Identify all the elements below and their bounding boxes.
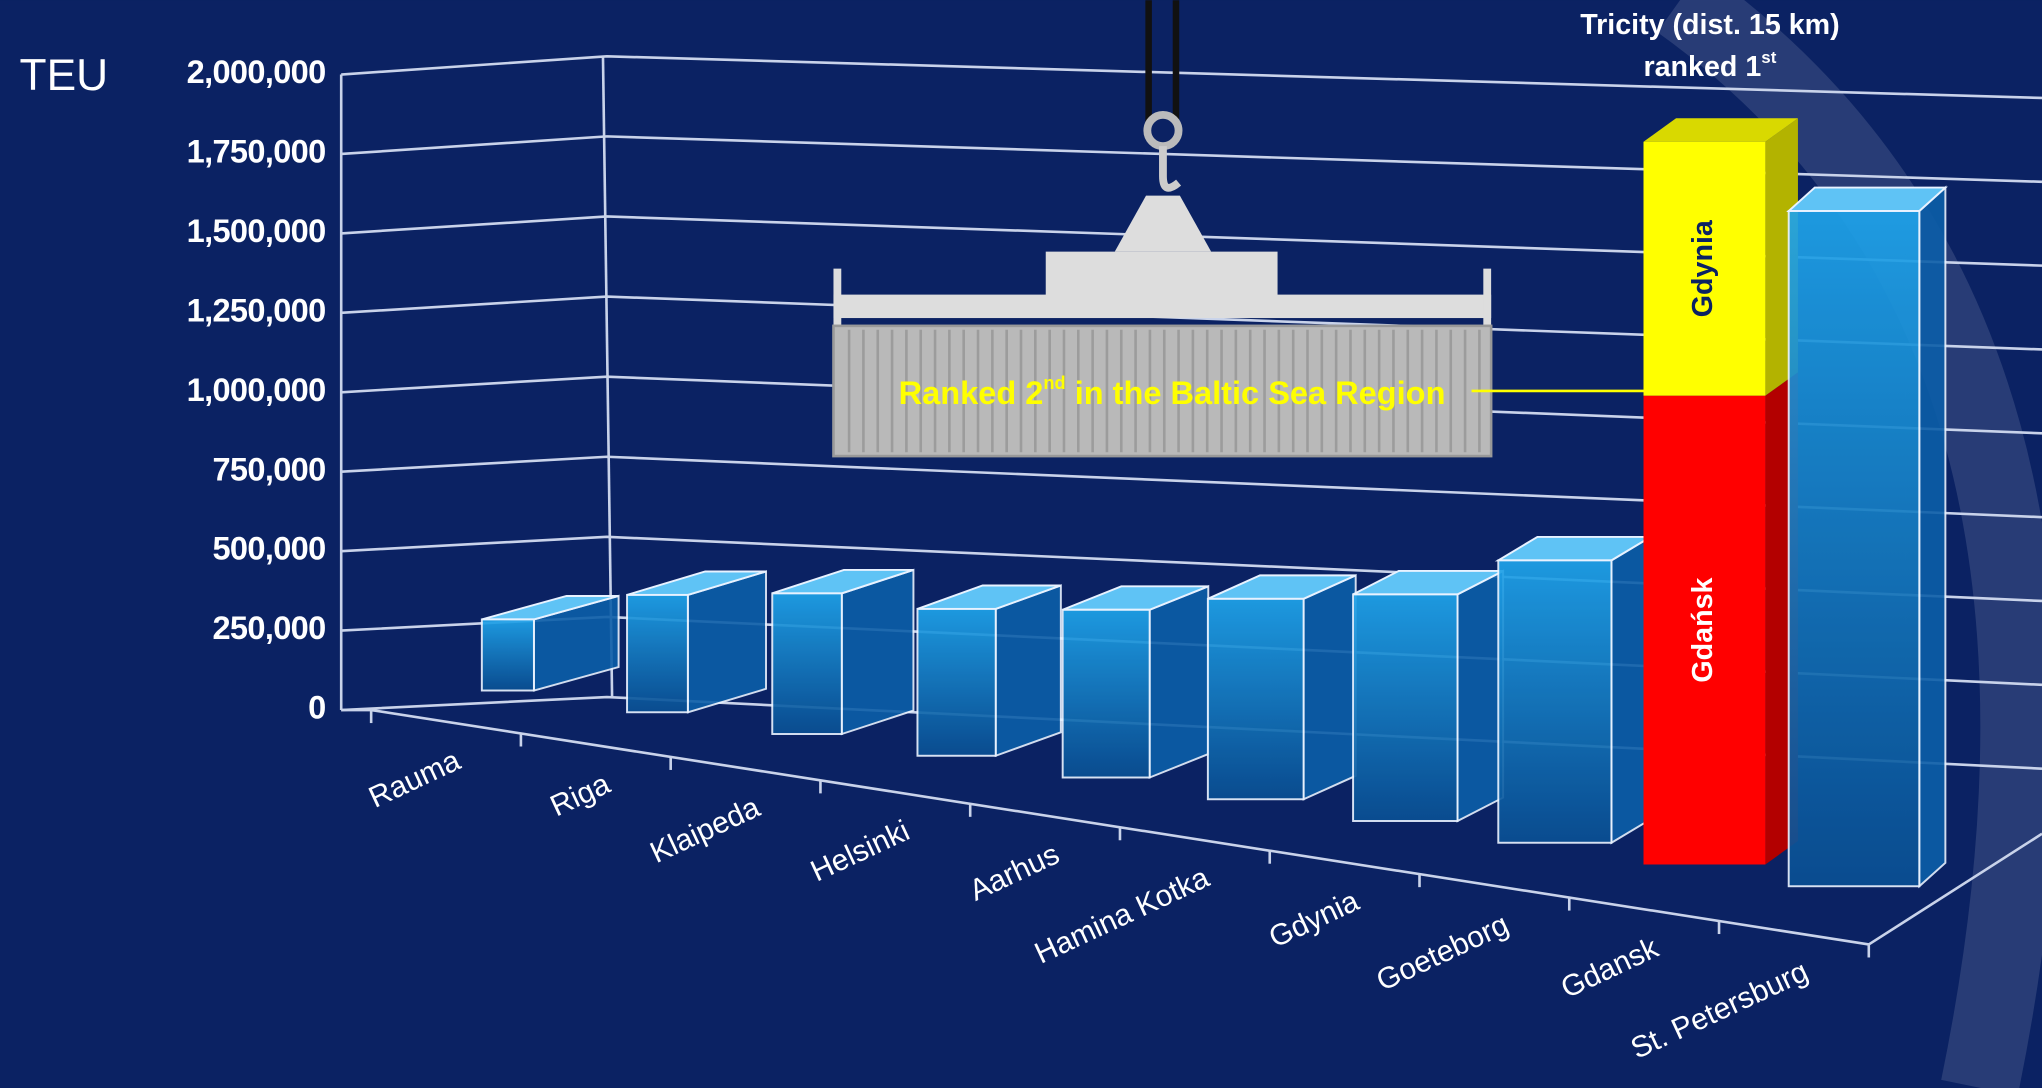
y-tick-label: 2,000,000 <box>187 54 326 90</box>
note-text: Ranked 2 <box>899 374 1044 410</box>
top-note-text: ranked 1 <box>1643 51 1761 83</box>
bar-top <box>1643 118 1798 142</box>
note-rest: in the Baltic Sea Region <box>1066 374 1446 410</box>
bar <box>1787 210 1921 888</box>
grid-line <box>341 375 2042 435</box>
y-axis-label: TEU <box>20 51 109 100</box>
bar-side <box>994 584 1062 758</box>
bar <box>771 592 843 735</box>
bar-side <box>1456 569 1505 823</box>
bar-side <box>1918 185 1947 889</box>
bar <box>916 607 997 757</box>
bar <box>1497 559 1613 844</box>
bar-side <box>840 568 915 736</box>
y-tick-label: 1,500,000 <box>187 213 326 249</box>
y-tick-label: 250,000 <box>212 610 325 646</box>
bar <box>1352 593 1459 822</box>
bar-side <box>686 570 767 714</box>
bar <box>1206 597 1305 801</box>
bar <box>1061 608 1151 779</box>
grid-line <box>341 215 2042 267</box>
y-tick-label: 500,000 <box>212 531 325 567</box>
top-note: ranked 1st <box>1643 48 1776 83</box>
y-tick-label: 1,000,000 <box>187 372 326 408</box>
floor-edge <box>1868 832 2042 946</box>
segment-label: Gdynia <box>1687 219 1719 317</box>
grid-line <box>341 455 2042 519</box>
y-tick-label: 1,250,000 <box>187 292 326 328</box>
top-note: Tricity (dist. 15 km) <box>1580 9 1839 41</box>
note-sup: nd <box>1043 372 1065 393</box>
decor-arc <box>1657 0 2042 1088</box>
grid-line <box>341 135 2042 184</box>
bar <box>626 593 689 714</box>
segment-label: Gdańsk <box>1687 577 1719 682</box>
bar <box>1643 141 1766 396</box>
bar-side <box>1148 584 1210 779</box>
top-note-sup: st <box>1761 48 1776 67</box>
container-note: Ranked 2nd in the Baltic Sea Region <box>899 372 1446 410</box>
crane <box>832 0 1493 458</box>
bar-side <box>1302 573 1357 801</box>
y-tick-label: 1,750,000 <box>187 134 326 170</box>
bar <box>1643 395 1766 865</box>
bar <box>480 618 535 692</box>
y-tick-label: 0 <box>308 690 325 726</box>
y-tick-label: 750,000 <box>212 451 325 487</box>
grid-line <box>341 295 2042 351</box>
grid-line <box>341 54 2042 100</box>
bar-top <box>1786 186 1948 212</box>
